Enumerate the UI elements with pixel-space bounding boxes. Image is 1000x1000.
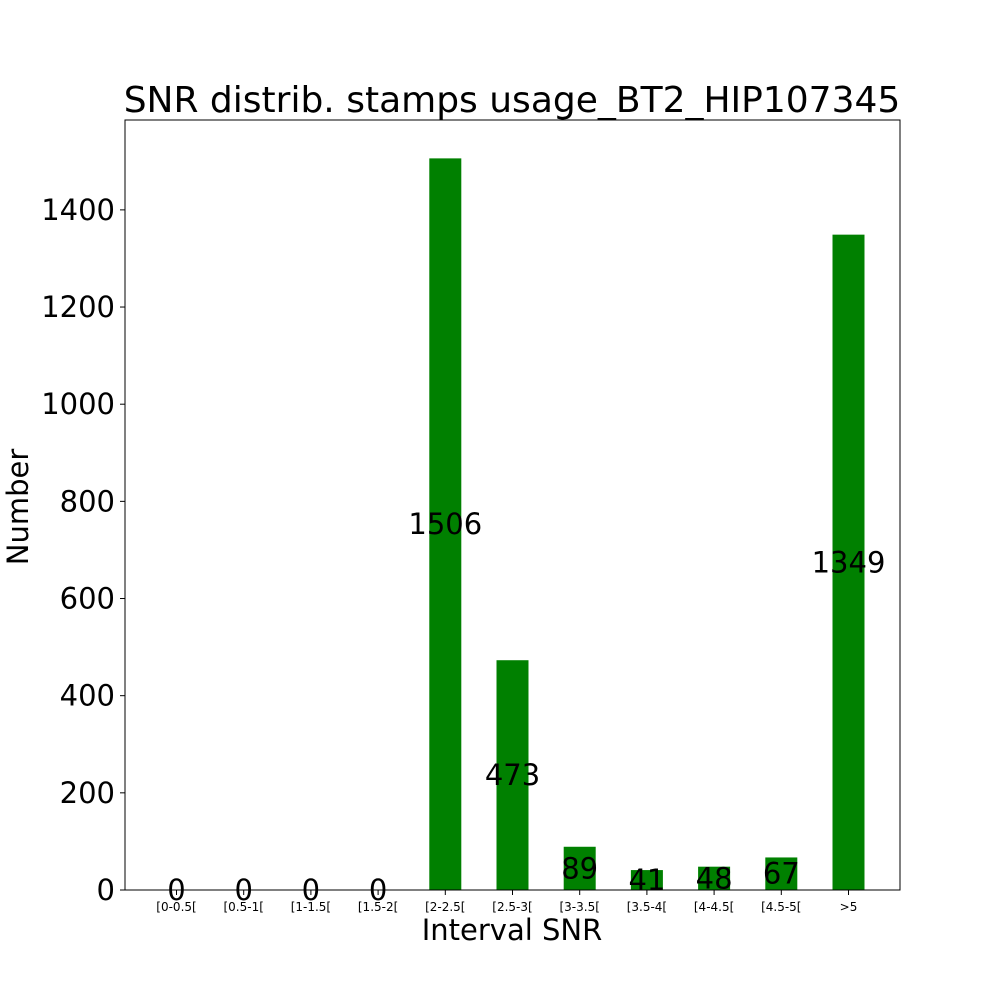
x-tick-label: [0.5-1[ [223,900,263,914]
x-tick-label: [4.5-5[ [761,900,801,914]
x-tick-label: [2-2.5[ [425,900,465,914]
y-axis-title: Number [1,449,35,566]
x-axis: [0-0.5[ [0.5-1[ [1-1.5[ [1.5-2[ [2-2.5[ [2.5-… [156,890,857,914]
y-axis: 0 200 400 600 800 1000 1200 1400 [41,193,125,907]
y-tick-label: 1400 [41,193,115,227]
y-tick-label: 600 [60,582,115,616]
y-tick-label: 1000 [41,387,115,421]
bar [630,870,663,890]
x-tick-label: [0-0.5[ [156,900,196,914]
bar [698,866,731,890]
bar [429,158,462,891]
x-axis-title: Interval SNR [422,913,603,947]
y-tick-label: 400 [60,679,115,713]
bar [765,857,798,890]
x-tick-label: [1.5-2[ [358,900,398,914]
y-tick-label: 1200 [41,290,115,324]
plot-frame [124,119,901,891]
bar [832,234,865,890]
chart-title: SNR distrib. stamps usage_BT2_HIP107345 [124,80,901,121]
x-tick-label: [4-4.5[ [694,900,734,914]
x-tick-label: [3.5-4[ [627,900,667,914]
x-tick-label: [2.5-3[ [492,900,532,914]
bars-group [429,158,865,891]
y-tick-label: 0 [97,873,115,907]
data-label: 1506 [408,507,482,541]
data-label: 67 [763,857,800,891]
data-label: 1349 [812,545,886,579]
bar [496,660,529,890]
data-label: 89 [561,851,598,885]
y-tick-label: 200 [60,776,115,810]
data-label: 473 [485,758,540,792]
x-tick-label: [3-3.5[ [559,900,599,914]
x-tick-label: >5 [840,900,858,914]
x-tick-label: [1-1.5[ [291,900,331,914]
y-tick-label: 800 [60,484,115,518]
bar [563,846,596,890]
